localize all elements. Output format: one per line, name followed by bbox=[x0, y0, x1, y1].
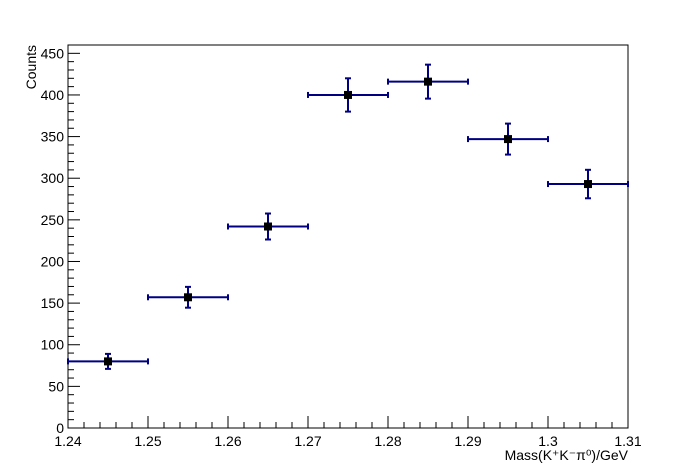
x-tick-label: 1.27 bbox=[294, 433, 321, 449]
y-tick-label: 450 bbox=[41, 45, 65, 61]
marker bbox=[344, 90, 352, 99]
marker bbox=[104, 357, 112, 366]
y-tick-label: 150 bbox=[41, 295, 65, 311]
marker bbox=[504, 135, 512, 144]
x-tick-label: 1.3 bbox=[538, 433, 558, 449]
y-tick-label: 400 bbox=[41, 87, 65, 103]
y-tick-label: 250 bbox=[41, 212, 65, 228]
y-tick-label: 300 bbox=[41, 170, 65, 186]
x-tick-label: 1.26 bbox=[214, 433, 241, 449]
x-tick-label: 1.31 bbox=[614, 433, 641, 449]
y-tick-label: 0 bbox=[56, 420, 64, 436]
y-tick-label: 350 bbox=[41, 129, 65, 145]
y-axis-title: Counts bbox=[23, 45, 39, 89]
marker bbox=[424, 77, 432, 86]
y-tick-label: 200 bbox=[41, 253, 65, 269]
x-axis-title: Mass(K⁺K⁻π⁰)/GeV bbox=[505, 447, 629, 463]
x-tick-label: 1.29 bbox=[454, 433, 481, 449]
marker bbox=[184, 293, 192, 302]
marker bbox=[264, 222, 272, 231]
x-tick-label: 1.28 bbox=[374, 433, 401, 449]
x-tick-label: 1.25 bbox=[134, 433, 161, 449]
x-tick-label: 1.24 bbox=[54, 433, 81, 449]
y-tick-label: 100 bbox=[41, 337, 65, 353]
y-tick-label: 50 bbox=[48, 378, 64, 394]
marker bbox=[584, 180, 592, 189]
